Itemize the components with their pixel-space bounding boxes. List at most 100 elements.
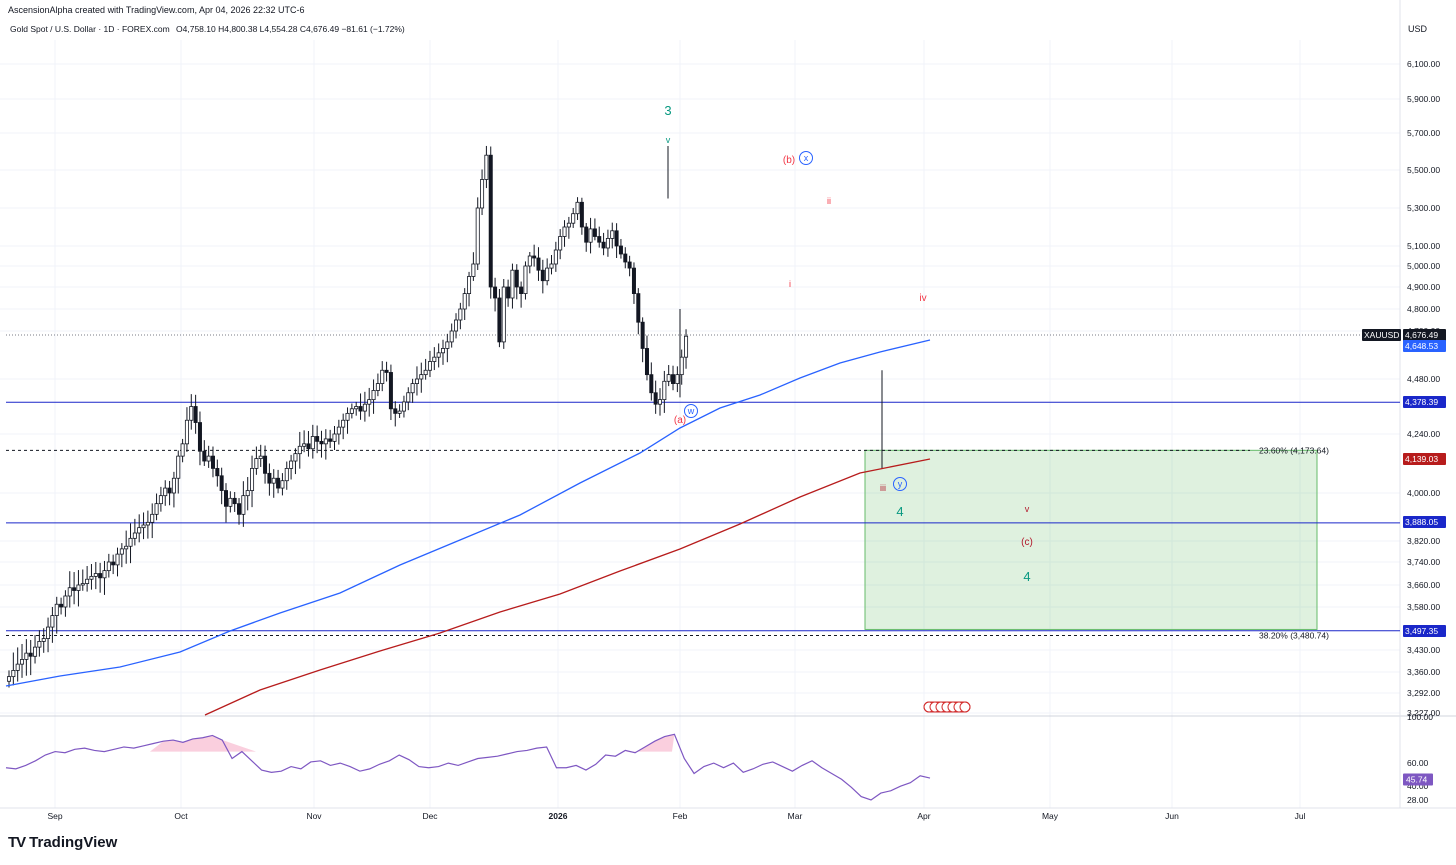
candle-body-up	[527, 255, 532, 267]
candle-body-up	[414, 378, 419, 384]
elliott-wave-label: 4	[1023, 569, 1030, 584]
candle	[128, 523, 133, 564]
candle	[189, 394, 194, 430]
candle	[484, 145, 489, 189]
tradingview-logo[interactable]: TV TradingView	[8, 834, 117, 851]
rsi-axis-tick: 40.00	[1407, 781, 1429, 791]
candle-body-down	[59, 603, 64, 608]
candle-body-up	[332, 433, 337, 442]
candle-body-up	[7, 676, 12, 682]
candle-body-down	[267, 472, 272, 484]
candle-body-up	[154, 503, 159, 515]
candle	[380, 361, 385, 392]
candle	[553, 241, 558, 272]
candle	[384, 361, 389, 382]
candle-body-down	[514, 269, 519, 288]
candle-body-up	[349, 408, 354, 414]
elliott-wave-label: iii	[880, 483, 886, 493]
candle-body-down	[237, 503, 242, 515]
candle	[588, 217, 593, 254]
price-axis-tick: 3,820.00	[1407, 536, 1440, 546]
time-axis-label: Jun	[1165, 811, 1179, 821]
candle	[436, 343, 441, 368]
price-axis-tick: 5,100.00	[1407, 241, 1440, 251]
candle-body-up	[658, 399, 663, 405]
candle	[263, 445, 268, 484]
elliott-wave-label: v	[1025, 504, 1030, 514]
symbol-legend[interactable]: Gold Spot / U.S. Dollar · 1D · FOREX.com…	[10, 24, 405, 34]
candle-body-up	[180, 443, 185, 457]
candle-body-up	[480, 179, 485, 209]
candle	[7, 670, 12, 688]
candle	[471, 252, 476, 281]
candle-body-down	[488, 154, 493, 288]
candle-body-up	[367, 399, 372, 405]
candle	[132, 518, 137, 546]
candle	[46, 617, 51, 653]
candle-body-up	[128, 537, 133, 547]
price-tag-bg	[1403, 396, 1446, 408]
price-axis-tick: 3,740.00	[1407, 557, 1440, 567]
candle	[475, 197, 480, 270]
time-axis-label: Nov	[306, 811, 322, 821]
candle-body-down	[193, 406, 198, 423]
price-tag: XAUUSD 4,676.49	[1362, 329, 1446, 341]
price-tag-value: 3,888.05	[1405, 517, 1438, 527]
price-tag-bg	[1403, 329, 1446, 341]
price-tag: 3,888.05	[1403, 516, 1446, 528]
candle-body-down	[98, 573, 103, 579]
candle	[63, 590, 68, 617]
rsi-overbought-fill	[625, 734, 675, 753]
candle-body-down	[328, 438, 333, 442]
time-axis-label: Mar	[788, 811, 803, 821]
candle	[89, 564, 94, 590]
candle	[289, 454, 294, 480]
symbol-tag-bg	[1362, 329, 1401, 341]
candle	[666, 365, 671, 387]
candle-body-down	[215, 468, 220, 477]
candle	[33, 635, 38, 664]
candle	[59, 597, 64, 615]
candle-body-down	[519, 286, 524, 294]
candle	[24, 639, 29, 676]
candle	[193, 394, 198, 434]
candle	[237, 498, 242, 525]
price-axis-tick: 5,300.00	[1407, 203, 1440, 213]
candle-body-down	[223, 490, 228, 507]
candle	[566, 216, 571, 239]
candle-body-down	[493, 286, 498, 299]
candle-body-up	[80, 583, 85, 586]
candle	[393, 401, 398, 427]
candle-body-down	[592, 228, 597, 237]
candle	[510, 263, 515, 309]
elliott-wave-label: 3	[664, 103, 671, 118]
candle-body-down	[536, 257, 541, 271]
candle-body-up	[440, 348, 445, 354]
candle-body-up	[553, 249, 558, 265]
elliott-wave-label: i	[789, 279, 791, 289]
candle	[597, 226, 602, 248]
rsi-value-tag: 45.74	[1406, 775, 1428, 785]
candle-body-up	[67, 587, 72, 597]
candle-body-up	[24, 652, 29, 660]
candle-body-down	[315, 436, 320, 442]
candle-body-up	[158, 495, 163, 505]
candle	[137, 514, 142, 543]
candle	[519, 281, 524, 308]
candle-body-up	[63, 595, 68, 608]
candle-body-up	[406, 392, 411, 403]
candle	[636, 288, 641, 335]
time-axis-label: Dec	[422, 811, 438, 821]
symbol-line[interactable]: Gold Spot / U.S. Dollar · 1D · FOREX.com	[10, 24, 170, 34]
currency-label[interactable]: USD	[1407, 24, 1427, 34]
candle	[20, 643, 25, 678]
candle-body-up	[588, 228, 593, 243]
candle	[605, 229, 610, 257]
candle-body-up	[206, 455, 211, 462]
candle	[419, 362, 424, 393]
candlestick-series	[7, 145, 689, 688]
price-tag: 4,139.03	[1403, 453, 1446, 465]
candle	[467, 271, 472, 307]
candle	[579, 197, 584, 235]
